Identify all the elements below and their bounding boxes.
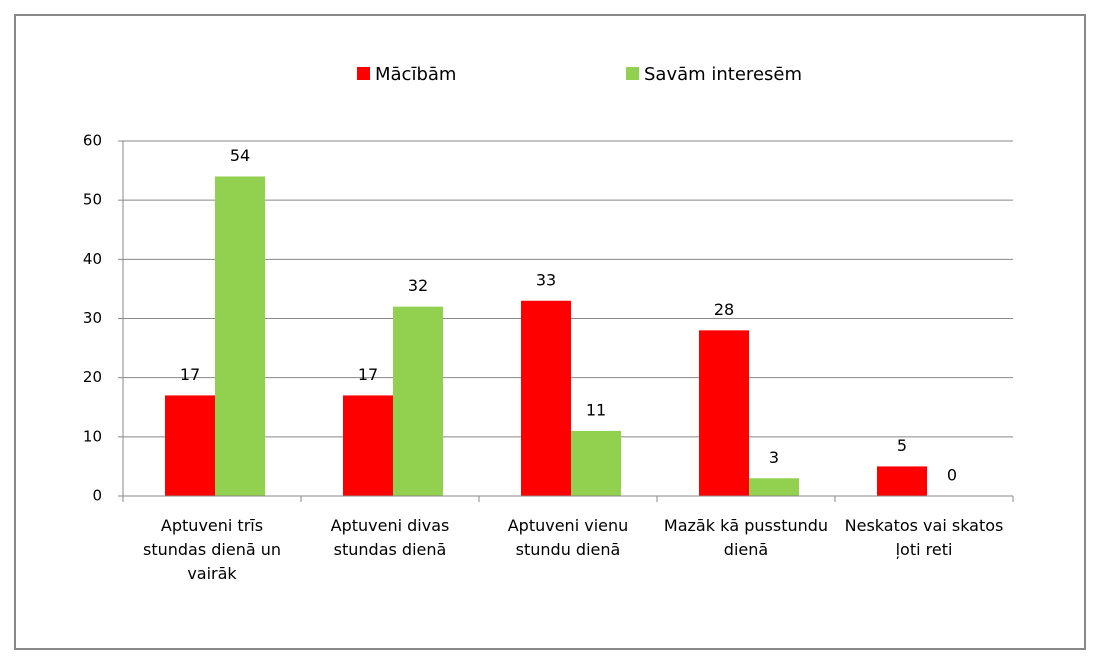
value-label: 5 <box>897 436 907 455</box>
bar <box>215 176 265 496</box>
y-tick-label: 0 <box>92 487 102 505</box>
bar <box>165 395 215 496</box>
bar <box>749 478 799 496</box>
legend-label: Mācībām <box>375 64 456 85</box>
y-tick-label: 60 <box>83 132 102 150</box>
value-label: 3 <box>769 448 779 467</box>
x-tick-label: Aptuveni vienu stundu dienā <box>507 516 629 559</box>
legend-swatch <box>626 67 639 80</box>
y-tick-label: 10 <box>83 427 102 445</box>
value-label: 33 <box>536 270 556 289</box>
x-tick-label: Aptuveni divas stundas dienā <box>330 516 450 559</box>
y-tick-label: 50 <box>83 191 102 209</box>
value-label: 17 <box>358 365 378 384</box>
value-label: 54 <box>230 146 250 165</box>
x-tick-label: Aptuveni trīs stundas dienā un vairāk <box>142 516 282 583</box>
y-tick-label: 40 <box>83 250 102 268</box>
legend-label: Savām interesēm <box>644 64 802 85</box>
value-label: 17 <box>180 365 200 384</box>
bar <box>571 430 621 496</box>
value-label: 28 <box>714 300 734 319</box>
bar <box>699 330 749 496</box>
y-tick-label: 20 <box>83 368 102 386</box>
value-label: 0 <box>947 466 957 485</box>
bar <box>343 395 393 496</box>
bar <box>877 466 927 496</box>
y-tick-label: 30 <box>83 309 102 327</box>
value-label: 11 <box>586 400 606 419</box>
x-tick-label: Neskatos vai skatos ļoti reti <box>844 516 1004 559</box>
value-label: 32 <box>408 276 428 295</box>
bar <box>521 300 571 496</box>
legend-swatch <box>357 67 370 80</box>
bar <box>393 306 443 496</box>
x-tick-label: Mazāk kā pusstundu dienā <box>663 516 829 559</box>
